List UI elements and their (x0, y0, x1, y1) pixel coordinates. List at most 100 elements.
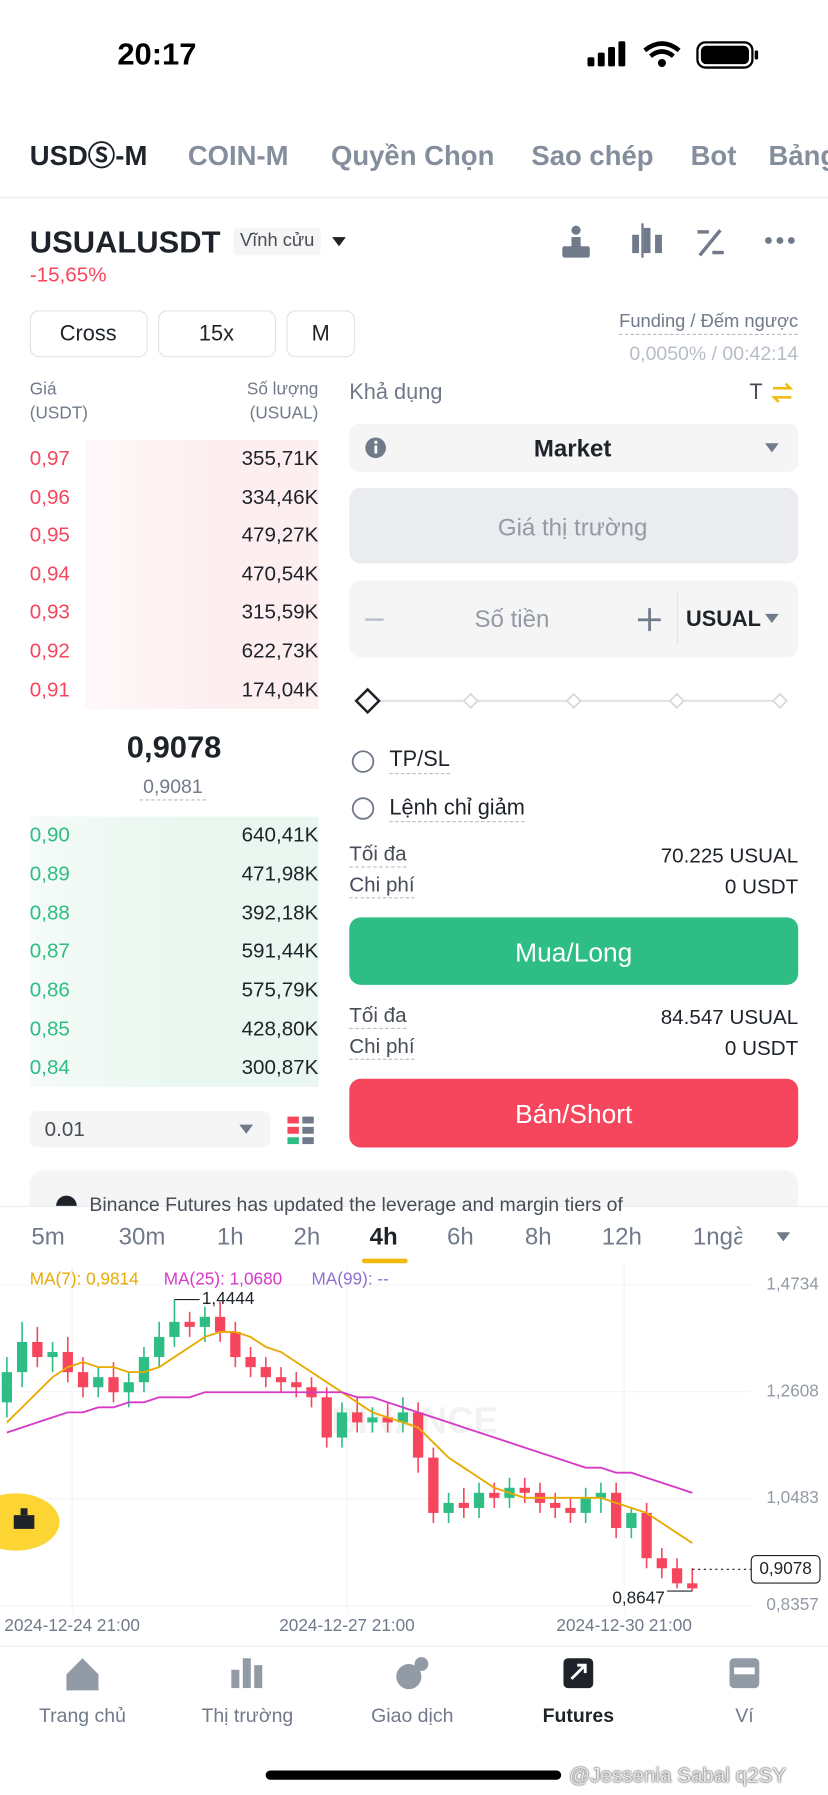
bid-price: 0,86 (29, 978, 70, 1002)
candle-body (154, 1336, 165, 1358)
candle-body (138, 1357, 150, 1383)
buy-button-label[interactable]: Mua/Long (515, 937, 633, 968)
info-icon (365, 437, 386, 459)
order-type[interactable]: Market (533, 435, 612, 463)
interval-tab[interactable]: 6h (447, 1223, 474, 1251)
last-price: 0,9078 (126, 730, 222, 765)
margin-control[interactable]: Cross (59, 322, 117, 347)
margin-mode-button[interactable] (29, 310, 148, 358)
interval-tab[interactable]: 8h (524, 1223, 552, 1251)
amount-slider[interactable] (349, 685, 798, 717)
amount-placeholder: Số tiền (474, 606, 550, 633)
max-label: Tối đa (349, 1005, 407, 1029)
candle-body (412, 1412, 424, 1458)
status-time: 20:17 (117, 37, 197, 72)
divider (0, 1645, 828, 1647)
candle-body (610, 1492, 622, 1529)
radio-buttons[interactable] (350, 749, 375, 822)
buy-button[interactable] (349, 917, 799, 985)
market-tab[interactable]: USDⓈ-M (29, 140, 148, 172)
candle-body (169, 1321, 180, 1337)
candle-body (397, 1412, 409, 1423)
precision-dropdown[interactable] (29, 1110, 271, 1148)
interval-tab[interactable]: 12h (601, 1223, 642, 1251)
legend-entry: MA(7): 0,9814 (29, 1269, 139, 1289)
nav-item[interactable]: Giao dịch (371, 1704, 454, 1727)
sell-button[interactable] (349, 1078, 799, 1148)
dropdown-arrow[interactable] (330, 234, 348, 250)
home-indicator (265, 1770, 562, 1780)
stepper-icons[interactable] (362, 605, 667, 635)
candle-body (382, 1417, 393, 1423)
option-label[interactable]: Lệnh chỉ giảm (389, 797, 525, 823)
candle-body (595, 1492, 607, 1498)
status-icons (587, 41, 759, 69)
interval-underline (361, 1258, 408, 1264)
ask-price: 0,95 (29, 523, 70, 547)
candle-body (428, 1457, 439, 1513)
ask-price: 0,96 (29, 485, 70, 509)
interval-tab[interactable]: 30m (118, 1223, 166, 1251)
sell-button-label[interactable]: Bán/Short (515, 1098, 633, 1129)
interval-tab[interactable]: 4h (369, 1223, 398, 1251)
candle-body (230, 1331, 241, 1358)
candle-body (641, 1512, 652, 1559)
margin-control[interactable]: M (311, 322, 330, 347)
interval-tab[interactable]: 1ngày (692, 1223, 742, 1251)
nav-item[interactable]: Trang chủ (38, 1704, 126, 1727)
candle-body (687, 1583, 698, 1589)
column-header: (USUAL) (249, 403, 319, 424)
market-tab[interactable]: COIN-M (187, 140, 289, 172)
candle-body (473, 1492, 485, 1508)
bid-quantity: 575,79K (241, 978, 319, 1002)
bid-price: 0,87 (29, 939, 70, 963)
low-label: 0,8647 (612, 1588, 664, 1608)
candle-body (336, 1412, 348, 1438)
nav-icons (66, 1657, 760, 1691)
asset-mode-button[interactable] (286, 310, 356, 358)
nav-item[interactable]: Futures (542, 1704, 615, 1727)
market-tab[interactable]: Bot (690, 140, 737, 172)
interval-tab[interactable]: 1h (216, 1223, 244, 1251)
interval-tab[interactable]: 2h (293, 1223, 321, 1251)
order-type-select[interactable] (349, 423, 799, 472)
ask-quantity: 355,71K (241, 446, 319, 470)
candle-body (565, 1507, 576, 1513)
x-tick-label: 2024-12-27 21:00 (279, 1615, 414, 1635)
transfer-icon[interactable] (770, 381, 795, 404)
cost-value: 0 USDT (724, 1036, 799, 1060)
dropdown-arrow[interactable] (775, 1230, 791, 1244)
candle-body (199, 1316, 211, 1327)
contract-tag (233, 227, 321, 256)
candle-body (367, 1417, 378, 1423)
candle-body (671, 1568, 683, 1584)
ask-price: 0,92 (29, 639, 70, 662)
funding-label: Funding / Đếm ngược (619, 313, 799, 335)
nav-item[interactable]: Thị trường (201, 1704, 294, 1727)
candle-body (550, 1502, 561, 1508)
ask-quantity: 479,27K (241, 523, 319, 547)
gift-button[interactable] (0, 1492, 60, 1552)
symbol-name: USUALUSDT (29, 225, 221, 260)
bid-price: 0,88 (29, 900, 70, 924)
bid-price: 0,85 (29, 1016, 70, 1040)
amount-input[interactable] (349, 580, 799, 658)
candle-body (352, 1412, 363, 1423)
market-tab[interactable]: Sao chép (531, 140, 654, 172)
interval-tab[interactable]: 5m (31, 1223, 65, 1251)
nav-item[interactable]: Ví (735, 1704, 754, 1727)
ask-quantity: 334,46K (241, 485, 319, 509)
amount-unit[interactable]: USUAL (685, 607, 761, 632)
ask-depth (84, 439, 319, 709)
cost-label: Chi phí (349, 1036, 415, 1060)
candle-body (1, 1372, 13, 1403)
cost-value: 0 USDT (724, 874, 799, 898)
leverage-button[interactable] (158, 310, 277, 358)
candle-body (458, 1502, 469, 1508)
layout-icon[interactable] (286, 1115, 316, 1145)
market-tab[interactable]: Quyền Chọn (330, 140, 495, 172)
option-label[interactable]: TP/SL (389, 749, 450, 775)
margin-control[interactable]: 15x (198, 322, 234, 347)
candle-body (321, 1397, 332, 1438)
market-tab[interactable]: Bảng (768, 140, 828, 172)
